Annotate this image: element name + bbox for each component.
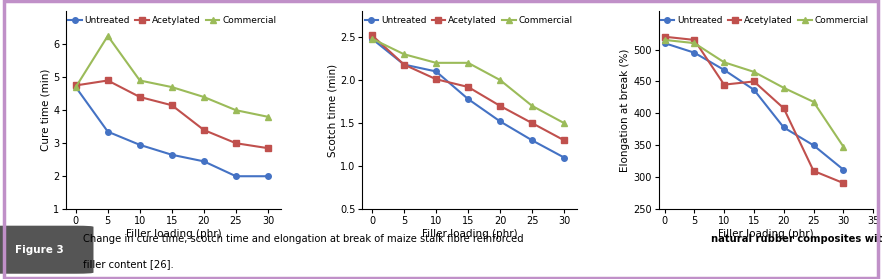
Y-axis label: Elongation at break (%): Elongation at break (%) [620,49,631,172]
FancyBboxPatch shape [0,226,93,274]
Legend: Untreated, Acetylated, Commercial: Untreated, Acetylated, Commercial [661,16,869,25]
Text: filler content [26].: filler content [26]. [83,259,174,269]
Y-axis label: Cure time (min): Cure time (min) [41,69,50,151]
Legend: Untreated, Acetylated, Commercial: Untreated, Acetylated, Commercial [364,16,572,25]
Text: natural rubber composites with increasing: natural rubber composites with increasin… [711,234,882,244]
Text: Change in cure time, scotch time and elongation at break of maize stalk fibre re: Change in cure time, scotch time and elo… [83,234,527,244]
Text: Figure 3: Figure 3 [15,245,64,255]
Legend: Untreated, Acetylated, Commercial: Untreated, Acetylated, Commercial [68,16,276,25]
X-axis label: Filler loading (phr): Filler loading (phr) [422,229,518,239]
X-axis label: Filler loading (phr): Filler loading (phr) [718,229,814,239]
X-axis label: Filler loading (phr): Filler loading (phr) [125,229,221,239]
Y-axis label: Scotch time (min): Scotch time (min) [327,64,337,157]
